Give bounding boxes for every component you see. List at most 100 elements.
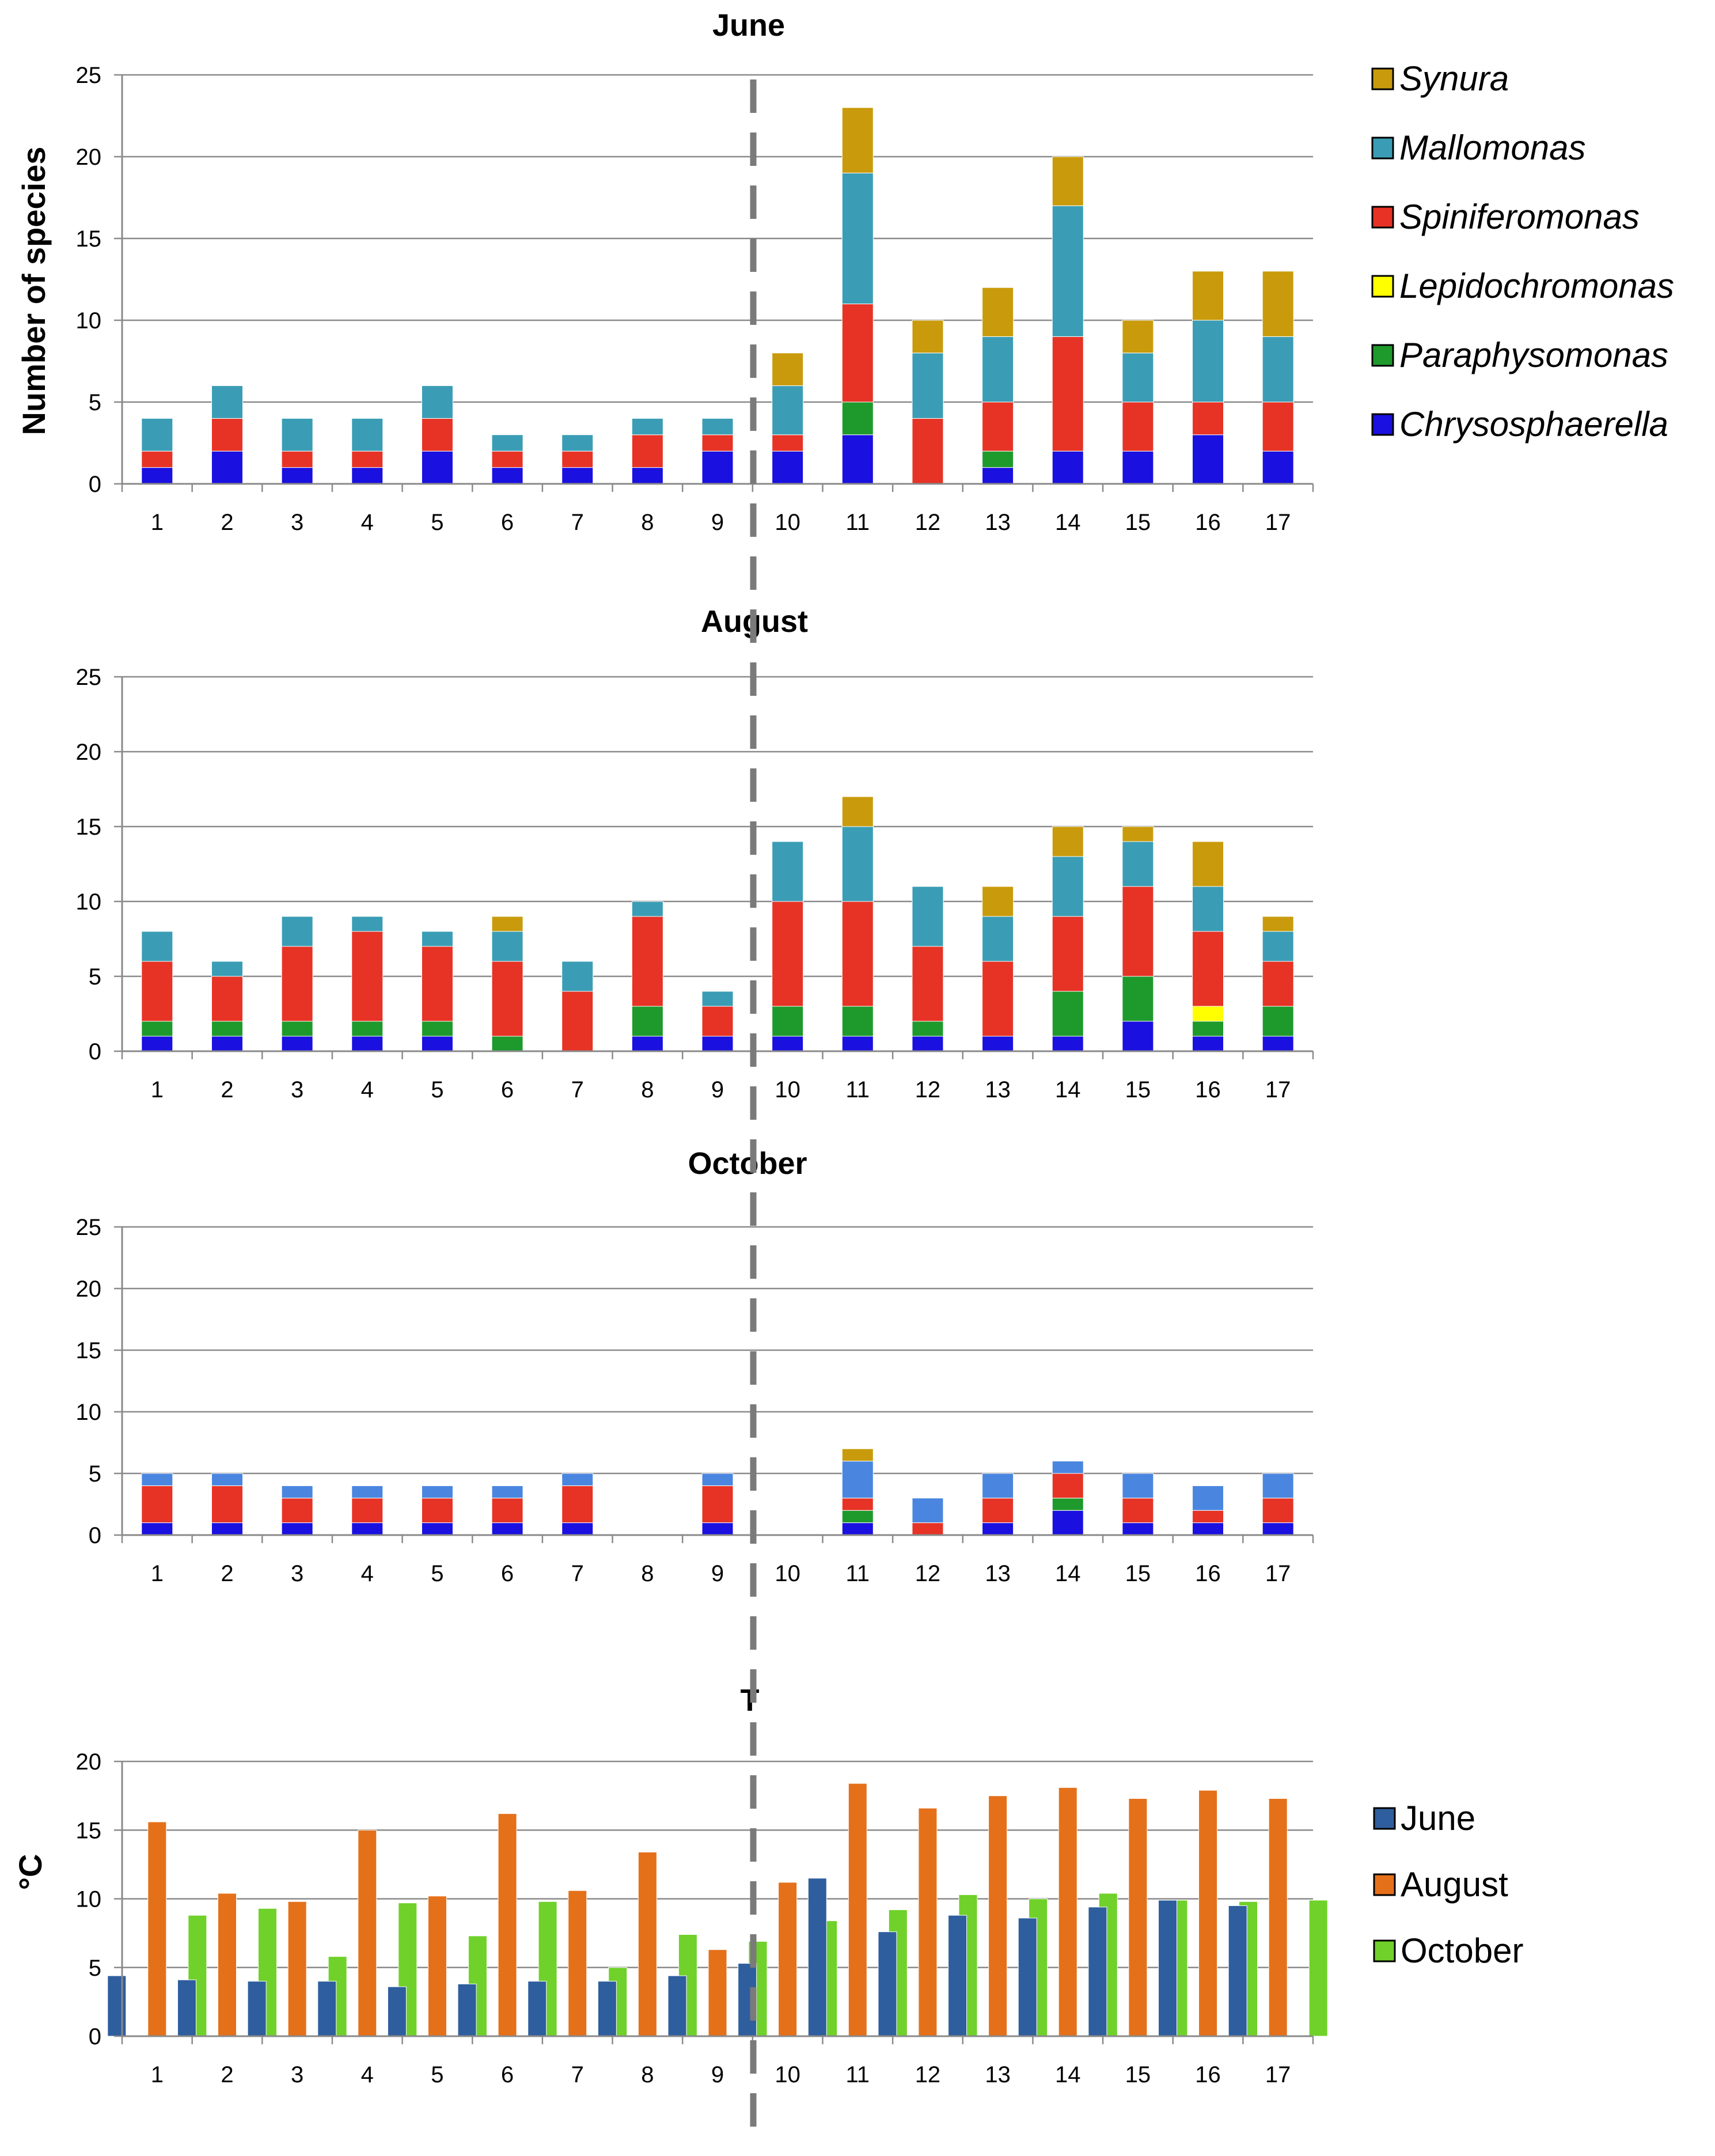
bar-october-site-2-chrysosphaerella <box>211 1522 243 1536</box>
bar-june-site-10-synura <box>772 353 804 387</box>
x-tick-label-august-8: 8 <box>641 1077 654 1102</box>
x-tick-label-october-1: 1 <box>151 1561 164 1586</box>
bar-june-site-10-mallomonas <box>772 385 804 435</box>
bar-october-site-17-mallomonas <box>1262 1473 1294 1499</box>
x-tick-label-june-3: 3 <box>291 510 303 535</box>
y-tick-label-t-15: 15 <box>76 1818 102 1843</box>
bar-august-site-16-paraphysomonas <box>1192 1021 1224 1037</box>
bar-t-site-10-august <box>778 1882 798 2037</box>
bar-june-site-14-mallomonas <box>1052 205 1084 337</box>
bar-october-site-16-mallomonas <box>1192 1485 1224 1511</box>
x-tick-label-october-8: 8 <box>641 1561 654 1586</box>
bar-october-site-13-mallomonas <box>982 1473 1014 1499</box>
bars-august <box>141 796 1294 1052</box>
bar-august-site-15-paraphysomonas <box>1122 976 1154 1022</box>
bar-june-site-13-mallomonas <box>982 336 1014 403</box>
x-tick-label-august-15: 15 <box>1125 1077 1151 1102</box>
x-tick-label-august-12: 12 <box>915 1077 941 1102</box>
legend-item-spiniferomonas: Spiniferomonas <box>1371 198 1640 236</box>
legend-swatch-synura <box>1371 67 1394 90</box>
bar-t-site-8-august <box>638 1851 657 2037</box>
bar-october-site-9-chrysosphaerella <box>701 1522 734 1536</box>
y-tick-label-october-5: 5 <box>89 1461 101 1487</box>
bar-june-site-3-mallomonas <box>281 418 313 452</box>
bar-t-site-17-june <box>1228 1905 1247 2037</box>
bar-june-site-17-mallomonas <box>1262 336 1294 403</box>
y-tick-label-august-25: 25 <box>76 665 102 690</box>
bar-t-site-1-june <box>107 1975 127 2037</box>
x-tick-label-october-7: 7 <box>571 1561 584 1586</box>
bar-june-site-2-chrysosphaerella <box>211 450 243 484</box>
legend-genera: Synura Mallomonas Spiniferomonas Lepidoc… <box>1371 59 1674 444</box>
chart-august: August 051015202512345678910111213141516… <box>76 604 1314 1102</box>
x-tick-label-october-17: 17 <box>1265 1561 1291 1586</box>
bar-august-site-12-spiniferomonas <box>912 946 944 1022</box>
bar-august-site-15-chrysosphaerella <box>1122 1021 1154 1052</box>
bar-august-site-15-mallomonas <box>1122 841 1154 887</box>
y-tick-label-june-20: 20 <box>76 145 102 170</box>
bar-august-site-11-mallomonas <box>841 826 874 902</box>
bar-october-site-5-spiniferomonas <box>421 1498 453 1524</box>
x-tick-label-t-4: 4 <box>361 2062 374 2087</box>
x-tick-label-t-16: 16 <box>1195 2062 1221 2087</box>
bar-june-site-17-synura <box>1262 271 1294 337</box>
y-tick-label-t-0: 0 <box>89 2024 101 2049</box>
bar-t-site-8-june <box>597 1981 617 2037</box>
bar-august-site-10-chrysosphaerella <box>772 1036 804 1052</box>
bar-june-site-11-mallomonas <box>841 172 874 305</box>
x-tick-label-t-17: 17 <box>1265 2062 1291 2087</box>
bar-october-site-1-spiniferomonas <box>141 1485 173 1524</box>
x-tick-label-october-5: 5 <box>431 1561 443 1586</box>
x-tick-label-august-10: 10 <box>775 1077 800 1102</box>
y-tick-label-t-10: 10 <box>76 1887 102 1912</box>
bar-august-site-16-chrysosphaerella <box>1192 1036 1224 1052</box>
legend-swatch-october <box>1373 1939 1396 1962</box>
legend-item-paraphysomonas: Paraphysomonas <box>1371 336 1668 374</box>
x-tick-label-october-2: 2 <box>221 1561 233 1586</box>
bar-october-site-3-chrysosphaerella <box>281 1522 313 1536</box>
bar-august-site-4-paraphysomonas <box>351 1021 384 1037</box>
bar-august-site-2-spiniferomonas <box>211 976 243 1022</box>
bar-june-site-17-chrysosphaerella <box>1262 450 1294 484</box>
bar-august-site-16-synura <box>1192 841 1224 887</box>
bar-august-site-16-spiniferomonas <box>1192 931 1224 1007</box>
bar-october-site-5-mallomonas <box>421 1485 453 1499</box>
chart-title-june: June <box>712 8 785 43</box>
bar-june-site-10-chrysosphaerella <box>772 450 804 484</box>
bar-june-site-15-mallomonas <box>1122 353 1154 403</box>
bar-t-site-17-october <box>1308 1900 1328 2037</box>
bar-august-site-5-paraphysomonas <box>421 1021 453 1037</box>
bar-june-site-3-spiniferomonas <box>281 450 313 468</box>
bar-august-site-6-mallomonas <box>491 931 523 962</box>
bar-june-site-7-spiniferomonas <box>561 450 594 468</box>
bar-june-site-8-mallomonas <box>631 418 663 435</box>
bar-october-site-17-chrysosphaerella <box>1262 1522 1294 1536</box>
bar-october-site-6-spiniferomonas <box>491 1498 523 1524</box>
bar-august-site-11-chrysosphaerella <box>841 1036 874 1052</box>
bar-august-site-12-paraphysomonas <box>912 1021 944 1037</box>
x-tick-label-t-9: 9 <box>711 2062 724 2087</box>
bar-june-site-16-mallomonas <box>1192 320 1224 403</box>
bar-august-site-17-spiniferomonas <box>1262 961 1294 1007</box>
bar-t-site-3-june <box>247 1981 267 2037</box>
bar-august-site-9-spiniferomonas <box>701 1006 734 1037</box>
bar-august-site-8-paraphysomonas <box>631 1006 663 1037</box>
bar-august-site-12-mallomonas <box>912 886 944 947</box>
bar-august-site-5-spiniferomonas <box>421 946 453 1022</box>
bar-october-site-13-spiniferomonas <box>982 1498 1014 1524</box>
bar-t-site-2-june <box>177 1979 196 2037</box>
bar-october-site-16-spiniferomonas <box>1192 1510 1224 1524</box>
bar-august-site-11-synura <box>841 796 874 827</box>
bar-october-site-15-chrysosphaerella <box>1122 1522 1154 1536</box>
bar-t-site-2-august <box>217 1893 237 2037</box>
bar-june-site-7-mallomonas <box>561 434 594 452</box>
bar-october-site-17-spiniferomonas <box>1262 1498 1294 1524</box>
x-tick-label-august-3: 3 <box>291 1077 303 1102</box>
bar-october-site-2-mallomonas <box>211 1473 243 1486</box>
x-tick-label-june-14: 14 <box>1055 510 1081 535</box>
bar-june-site-12-mallomonas <box>912 353 944 419</box>
bar-august-site-3-spiniferomonas <box>281 946 313 1022</box>
y-tick-label-october-15: 15 <box>76 1338 102 1363</box>
